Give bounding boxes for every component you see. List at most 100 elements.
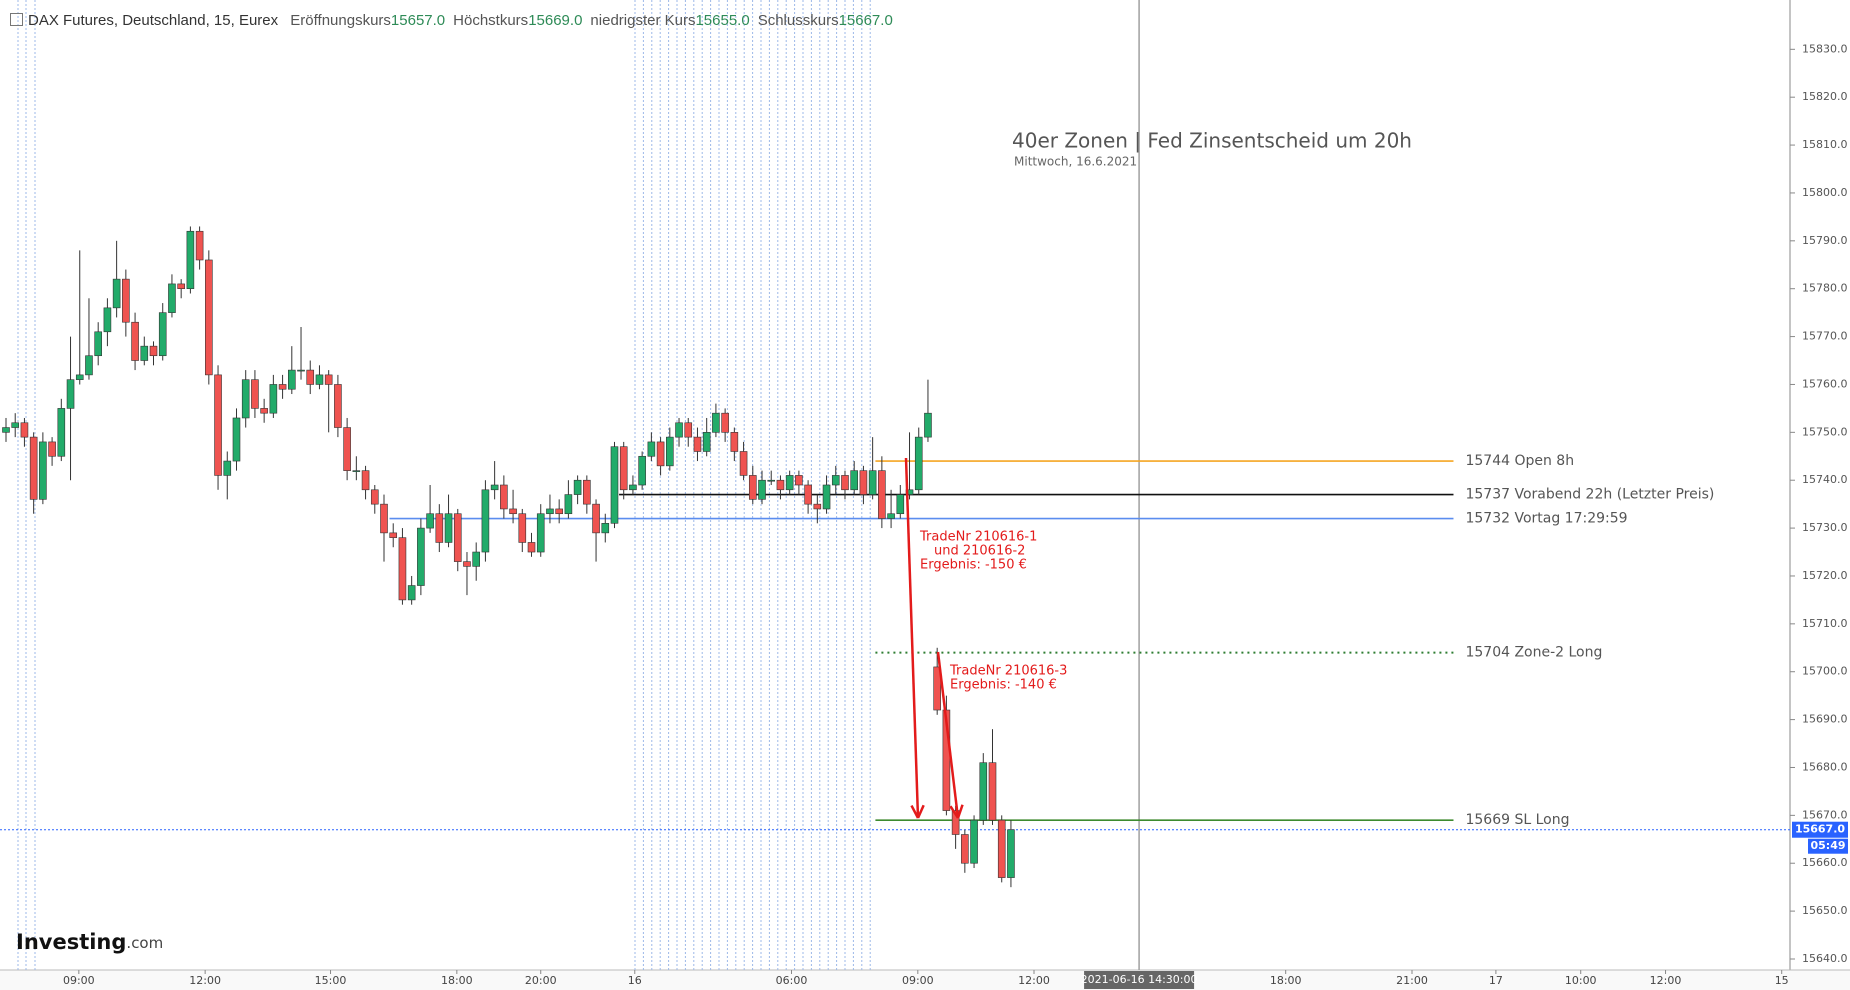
trade-label: Ergebnis: -140 €: [950, 678, 1057, 693]
legend-value: 15667.0: [838, 12, 893, 29]
watermark-brand: Investing: [16, 930, 126, 954]
x-tick-label: 18:00: [441, 974, 473, 987]
candle-body: [122, 278, 130, 323]
candle-body: [951, 810, 960, 835]
price-tag: [1792, 821, 1848, 838]
candle-body: [380, 503, 388, 534]
candle-body: [205, 259, 213, 376]
x-tick-label: 12:00: [1018, 974, 1050, 987]
candle-body: [887, 513, 895, 519]
level-label: 15732 Vortag 17:29:59: [1465, 511, 1627, 527]
level-label: 15737 Vorabend 22h (Letzter Preis): [1465, 487, 1714, 503]
y-tick-label: 15720.0: [1802, 569, 1848, 582]
legend-label: Höchstkurs: [453, 12, 529, 29]
candle-body: [214, 374, 222, 476]
candle-body: [112, 278, 121, 309]
trade-arrow: [904, 457, 920, 819]
candle-body: [979, 762, 988, 821]
x-tick-label: 17: [1489, 974, 1503, 987]
candle-body: [186, 230, 195, 290]
candle-body: [896, 494, 905, 515]
candle-body: [758, 479, 766, 500]
candle-body: [453, 513, 462, 562]
candle-body: [841, 475, 849, 491]
trade-label: Ergebnis: -150 €: [920, 558, 1027, 573]
candle-body: [389, 532, 398, 538]
legend-label: Schlusskurs: [757, 12, 839, 29]
candle-body: [656, 441, 665, 467]
candle-body: [241, 379, 250, 419]
candle-body: [435, 513, 444, 543]
candle-body: [1007, 829, 1015, 878]
watermark-suffix: .com: [126, 934, 163, 952]
candle-body: [251, 379, 259, 409]
candle-body: [149, 345, 158, 357]
candle-body: [444, 513, 453, 543]
legend-label: niedrigster Kurs: [590, 12, 696, 29]
collapse-icon[interactable]: [10, 13, 23, 26]
legend-value: 15657.0: [390, 12, 446, 29]
y-tick-label: 15700.0: [1802, 665, 1848, 678]
candle-body: [675, 422, 683, 438]
legend-value: 15655.0: [695, 12, 750, 29]
candle-body: [583, 479, 591, 505]
chart-header: DAX Futures, Deutschland, 15, Eurex Eröf…: [10, 12, 893, 29]
y-tick-label: 15790.0: [1802, 234, 1848, 247]
candle-body: [103, 307, 112, 333]
candle-body: [573, 479, 582, 495]
x-axis-strip: [0, 970, 1850, 990]
timer-tag: [1808, 838, 1848, 854]
candle-body: [260, 408, 268, 414]
candle-body: [48, 441, 56, 457]
candle-body: [914, 436, 923, 491]
trade-arrow-head: [949, 805, 960, 819]
candle-body: [426, 513, 434, 529]
y-tick-label: 15740.0: [1802, 473, 1848, 486]
candle-body: [536, 513, 545, 553]
y-tick-label: 15730.0: [1802, 521, 1848, 534]
y-tick-label: 15650.0: [1802, 904, 1848, 917]
y-tick-label: 15800.0: [1802, 186, 1848, 199]
candle-body: [398, 537, 407, 601]
candle-body: [638, 455, 646, 486]
candle-body: [29, 436, 38, 500]
candle-body: [481, 489, 490, 553]
trade-arrow: [936, 651, 960, 819]
chart-title: 40er Zonen | Fed Zinsentscheid um 20h: [1012, 129, 1412, 153]
candle-body: [168, 283, 176, 313]
y-tick-label: 15820.0: [1802, 90, 1848, 103]
legend-label: Eröffnungskurs: [290, 12, 391, 29]
price-tag-label: 15667.0: [1795, 823, 1845, 836]
candle-body: [619, 446, 628, 491]
level-label: 15744 Open 8h: [1465, 453, 1574, 469]
candle-body: [564, 494, 573, 515]
candle-body: [693, 436, 702, 452]
candle-body: [785, 475, 794, 491]
candle-body: [712, 412, 720, 433]
candle-body: [297, 369, 305, 372]
candle-body: [748, 475, 757, 500]
x-tick-label: 12:00: [1650, 974, 1682, 987]
trade-arrow-head: [916, 804, 925, 819]
candle-body: [195, 230, 204, 261]
x-tick-label: 21:00: [1396, 974, 1428, 987]
candle-body: [269, 384, 278, 414]
candle-body: [822, 484, 831, 510]
candle-body: [343, 427, 351, 471]
candle-body: [970, 819, 978, 864]
candle-body: [739, 451, 748, 476]
y-tick-label: 15780.0: [1802, 282, 1848, 295]
candle-body: [610, 446, 619, 524]
candle-body: [278, 384, 287, 390]
candle-body: [601, 523, 610, 534]
candle-body: [702, 432, 711, 452]
candle-body: [721, 412, 729, 433]
candle-body: [352, 470, 361, 472]
y-tick-label: 15750.0: [1802, 425, 1848, 438]
x-tick-label: 15: [1775, 974, 1789, 987]
candle-body: [94, 331, 102, 357]
candle-body: [666, 436, 674, 467]
x-tick-label: 18:00: [1270, 974, 1302, 987]
candle-body: [804, 484, 812, 505]
y-tick-label: 15660.0: [1802, 856, 1848, 869]
